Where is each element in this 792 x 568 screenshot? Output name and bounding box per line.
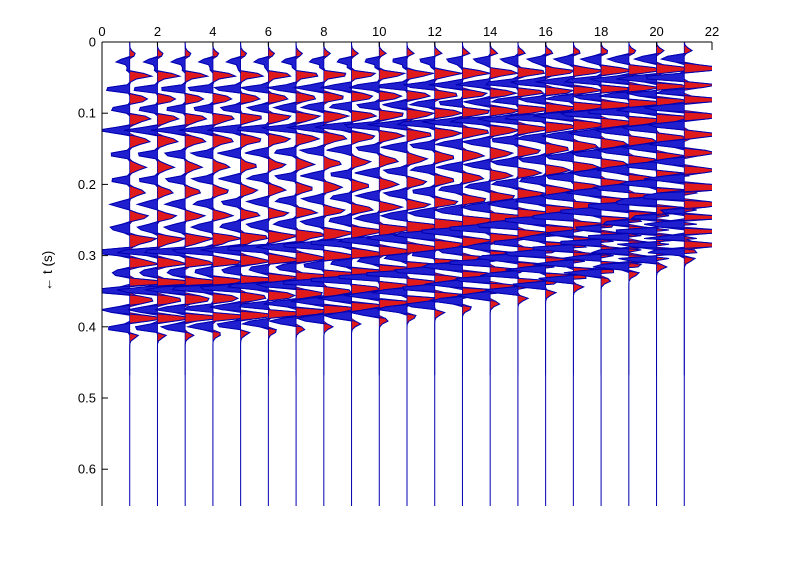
x-tick-label-20: 20 bbox=[649, 24, 663, 39]
seismic-trace-3 bbox=[144, 42, 225, 506]
seismic-trace-8 bbox=[282, 42, 365, 506]
trace-zero-line bbox=[366, 42, 448, 506]
x-tick-label-22: 22 bbox=[705, 24, 719, 39]
x-tick-label-14: 14 bbox=[483, 24, 497, 39]
y-tick-label-0.6: 0.6 bbox=[78, 462, 96, 477]
trace-zero-line bbox=[587, 42, 670, 506]
y-tick-label-0.2: 0.2 bbox=[78, 177, 96, 192]
seismic-trace-5 bbox=[199, 42, 280, 506]
trace-zero-line bbox=[449, 42, 531, 506]
trace-zero-line bbox=[199, 42, 280, 506]
trace-zero-line bbox=[643, 42, 712, 506]
y-axis-label: ← t (s) bbox=[40, 251, 55, 292]
trace-zero-line bbox=[310, 42, 392, 506]
trace-zero-line bbox=[144, 42, 225, 506]
trace-zero-line bbox=[559, 42, 643, 506]
x-tick-label-10: 10 bbox=[372, 24, 386, 39]
y-tick-label-0: 0 bbox=[89, 35, 96, 50]
x-tick-label-6: 6 bbox=[265, 24, 272, 39]
seismic-trace-7 bbox=[255, 42, 337, 506]
x-tick-label-16: 16 bbox=[538, 24, 552, 39]
trace-zero-line bbox=[255, 42, 337, 506]
x-tick-label-0: 0 bbox=[98, 24, 105, 39]
trace-zero-line bbox=[420, 42, 503, 506]
x-tick-label-18: 18 bbox=[594, 24, 608, 39]
trace-zero-line bbox=[476, 42, 561, 506]
seismic-trace-4 bbox=[171, 42, 254, 506]
trace-zero-line bbox=[171, 42, 254, 506]
axes-group: 0 2 4 6 8 10 12 14 16 18 20 22 0 0.1 0.2 0.3 0.4 0.5 0.6 ← … bbox=[40, 24, 719, 506]
trace-zero-line bbox=[117, 42, 195, 506]
y-tick-label-0.1: 0.1 bbox=[78, 106, 96, 121]
seismic-trace-1 bbox=[102, 42, 167, 506]
seismic-trace-2 bbox=[117, 42, 195, 506]
trace-zero-line bbox=[282, 42, 365, 506]
x-tick-label-12: 12 bbox=[427, 24, 441, 39]
seismic-trace-14 bbox=[449, 42, 531, 506]
y-tick-label-0.4: 0.4 bbox=[78, 319, 96, 334]
x-tick-label-4: 4 bbox=[209, 24, 216, 39]
seismic-trace-9 bbox=[310, 42, 392, 506]
seismic-trace-21 bbox=[643, 42, 712, 506]
x-tick-label-2: 2 bbox=[154, 24, 161, 39]
y-tick-label-0.3: 0.3 bbox=[78, 248, 96, 263]
seismic-trace-11 bbox=[366, 42, 448, 506]
trace-zero-line bbox=[392, 42, 477, 506]
x-tick-label-8: 8 bbox=[320, 24, 327, 39]
trace-zero-line bbox=[102, 42, 167, 506]
trace-zero-line bbox=[226, 42, 309, 506]
y-tick-label-0.5: 0.5 bbox=[78, 391, 96, 406]
trace-zero-line bbox=[337, 42, 420, 506]
traces-group bbox=[102, 42, 712, 506]
seismic-trace-6 bbox=[226, 42, 309, 506]
seismic-trace-15 bbox=[476, 42, 561, 506]
